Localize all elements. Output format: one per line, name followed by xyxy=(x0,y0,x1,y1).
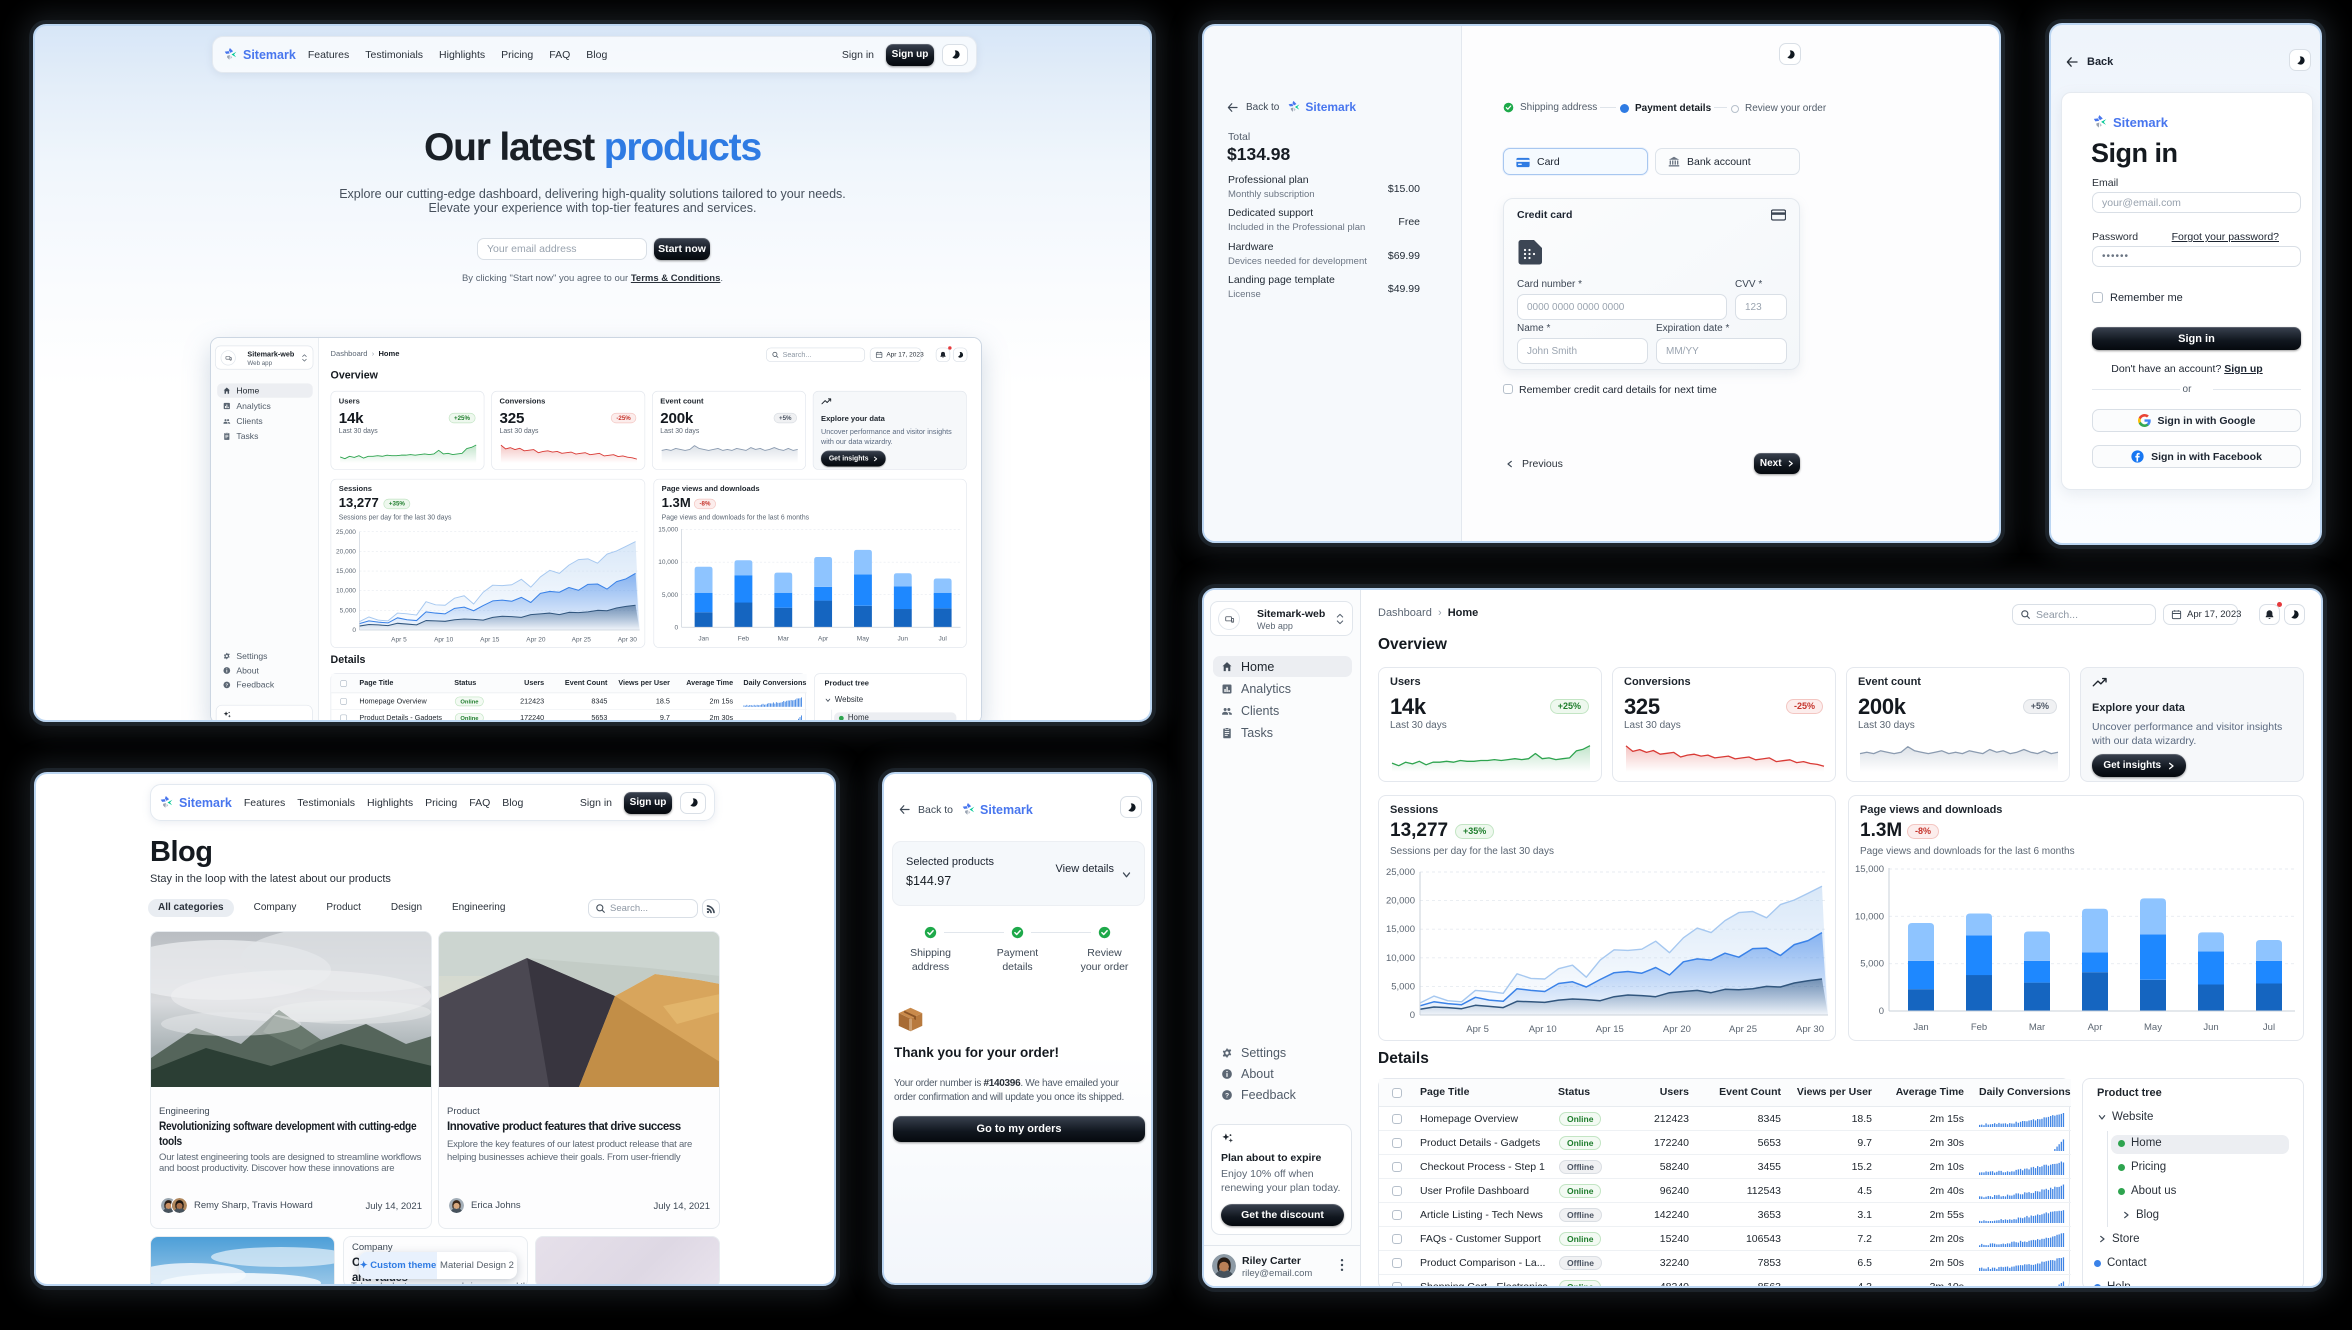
svg-text:Apr 10: Apr 10 xyxy=(1529,1024,1557,1035)
svg-text:0: 0 xyxy=(1879,1006,1884,1017)
svg-text:May: May xyxy=(857,635,870,642)
svg-text:Jan: Jan xyxy=(698,635,709,642)
svg-text:20,000: 20,000 xyxy=(1386,896,1415,907)
svg-text:25,000: 25,000 xyxy=(336,529,356,536)
svg-text:Apr 10: Apr 10 xyxy=(434,637,454,644)
svg-text:15,000: 15,000 xyxy=(658,527,678,534)
svg-text:10,000: 10,000 xyxy=(658,559,678,566)
svg-text:Apr 15: Apr 15 xyxy=(480,637,500,644)
svg-text:0: 0 xyxy=(1410,1010,1415,1021)
svg-text:Apr: Apr xyxy=(2088,1022,2103,1033)
svg-text:5,000: 5,000 xyxy=(1391,981,1415,992)
svg-text:5,000: 5,000 xyxy=(340,607,357,614)
svg-text:May: May xyxy=(2144,1022,2162,1033)
svg-text:25,000: 25,000 xyxy=(1386,867,1415,878)
svg-text:?: ? xyxy=(1225,1092,1229,1099)
svg-text:Jun: Jun xyxy=(898,635,909,642)
svg-text:Apr 5: Apr 5 xyxy=(1466,1024,1489,1035)
svg-text:15,000: 15,000 xyxy=(1386,924,1415,935)
svg-text:Mar: Mar xyxy=(2029,1022,2045,1033)
svg-text:Jan: Jan xyxy=(1913,1022,1928,1033)
svg-text:10,000: 10,000 xyxy=(1386,953,1415,964)
svg-text:Apr 15: Apr 15 xyxy=(1596,1024,1624,1035)
svg-text:Apr 25: Apr 25 xyxy=(572,637,592,644)
svg-text:20,000: 20,000 xyxy=(336,548,356,555)
svg-text:Apr 20: Apr 20 xyxy=(526,637,546,644)
svg-text:0: 0 xyxy=(675,624,679,631)
svg-text:10,000: 10,000 xyxy=(336,588,356,595)
svg-text:Jul: Jul xyxy=(2263,1022,2275,1033)
svg-text:Feb: Feb xyxy=(1971,1022,1987,1033)
svg-text:Feb: Feb xyxy=(738,635,750,642)
svg-text:Jul: Jul xyxy=(938,635,947,642)
svg-text:Apr 5: Apr 5 xyxy=(391,637,407,644)
svg-text:5,000: 5,000 xyxy=(662,592,679,599)
svg-text:10,000: 10,000 xyxy=(1855,911,1884,922)
svg-text:15,000: 15,000 xyxy=(336,568,356,575)
svg-text:0: 0 xyxy=(352,627,356,634)
svg-text:?: ? xyxy=(225,682,228,687)
svg-text:5,000: 5,000 xyxy=(1860,959,1884,970)
svg-text:Apr: Apr xyxy=(818,635,829,642)
svg-text:Jun: Jun xyxy=(2203,1022,2218,1033)
svg-text:Apr 30: Apr 30 xyxy=(618,637,638,644)
svg-text:Mar: Mar xyxy=(778,635,790,642)
svg-text:Apr 30: Apr 30 xyxy=(1796,1024,1824,1035)
svg-text:Apr 20: Apr 20 xyxy=(1663,1024,1691,1035)
svg-text:Apr 25: Apr 25 xyxy=(1729,1024,1757,1035)
svg-text:15,000: 15,000 xyxy=(1855,864,1884,875)
